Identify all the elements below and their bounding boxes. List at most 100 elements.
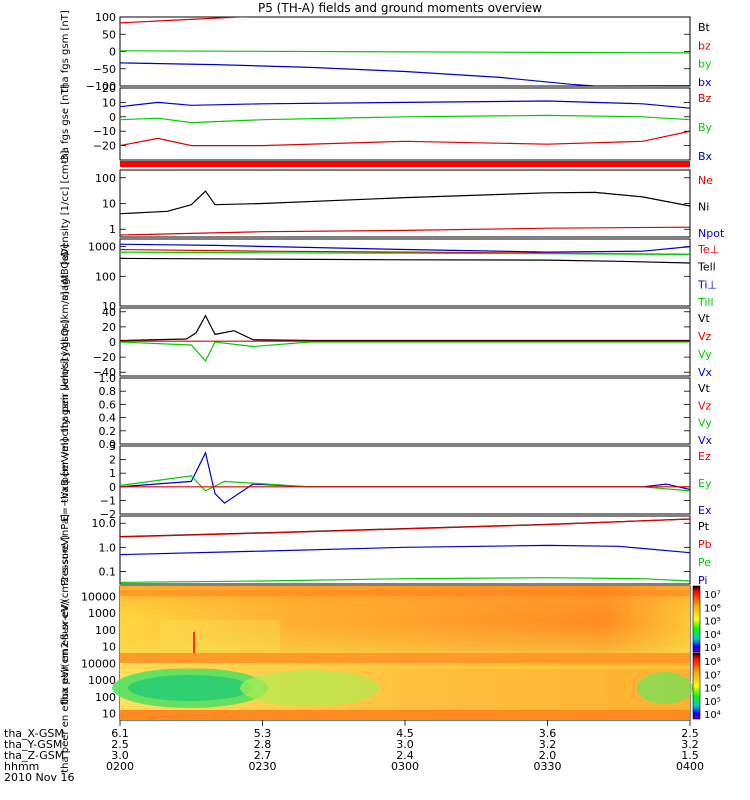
- colorbar-label: 10⁴: [704, 630, 721, 641]
- y-tick-label: 20: [102, 82, 116, 95]
- y-tick-label: 10: [102, 198, 116, 211]
- y-axis-title: tha peer en eflux eV/(cm2-s-sr-eV): [60, 600, 71, 773]
- series-line: [120, 451, 690, 504]
- red-separator-bar: [120, 161, 690, 167]
- x-tick-label: 5.3: [254, 727, 272, 740]
- series-line: [120, 50, 690, 54]
- y-tick-label: 1: [109, 467, 116, 480]
- panel-frame: [119, 377, 691, 445]
- x-tick-label: 2.7: [254, 749, 272, 762]
- y-tick-label: 0: [109, 336, 116, 349]
- y-tick-label: 0: [109, 46, 116, 59]
- x-tick-label: 1.5: [681, 749, 699, 762]
- y-axis-title: magt3 [eV]: [60, 244, 71, 301]
- y-tick-label: 50: [102, 28, 116, 41]
- series-line: [120, 341, 690, 362]
- x-tick-label: 0230: [249, 760, 277, 773]
- y-tick-label: −1: [100, 494, 116, 507]
- series-line: [120, 577, 690, 583]
- panel-temp: 1000 100 10 magt3 [eV] Te⊥ Tell Ti⊥ Till: [60, 238, 719, 313]
- y-axis-title: tha fgs gsm [nT]: [60, 10, 71, 93]
- legend-entry: bz: [698, 39, 711, 52]
- y-tick-label: 10: [102, 641, 116, 654]
- series-line: [120, 100, 690, 109]
- legend-entry: Vt: [698, 312, 711, 325]
- legend-entry: Vz: [698, 330, 712, 343]
- y-tick-label: −100: [86, 80, 116, 93]
- y-tick-label: 100: [95, 691, 116, 704]
- y-tick-label: 100: [95, 270, 116, 283]
- panel-vi: 40 20 0 −20 −40 tha peir velocity gsm [km/s] …: [60, 252, 713, 433]
- panel-frame: [119, 87, 691, 161]
- series-line: [120, 243, 690, 253]
- y-tick-label: 0.8: [99, 385, 117, 398]
- y-tick-label: 100: [95, 172, 116, 185]
- x-tick-label: 2.5: [681, 727, 699, 740]
- legend-entry: Pt: [698, 520, 710, 533]
- legend-entry: By: [698, 121, 713, 134]
- y-tick-label: 1.0: [99, 541, 117, 554]
- y-tick-label: 40: [102, 306, 116, 319]
- y-tick-label: 0.2: [99, 425, 117, 438]
- legend-entry: Vt: [698, 382, 711, 395]
- y-axis-title: Density [1/cc] [cm-3]: [60, 150, 71, 256]
- legend-entry: Bz: [698, 92, 712, 105]
- panel-frame: [119, 445, 691, 515]
- panel-pressure: 10.0 1.0 0.1 Pressure [nPa] Pt Pb Pe Pi: [60, 514, 712, 587]
- y-tick-label: 0.4: [99, 412, 117, 425]
- series-line: [120, 475, 690, 492]
- legend-entry: Vz: [698, 399, 712, 412]
- y-tick-label: −10: [93, 125, 116, 138]
- x-tick-label: 3.6: [539, 727, 557, 740]
- y-tick-label: 10: [102, 708, 116, 721]
- panel-density: 100 10 1 Density [1/cc] [cm-3] Ne Ni Npot: [60, 150, 725, 256]
- legend-entry: Bx: [698, 150, 713, 163]
- chart-title: P5 (TH-A) fields and ground moments over…: [258, 1, 542, 15]
- y-tick-label: −2: [100, 508, 116, 521]
- x-axis-row-label: tha_Z-GSM: [4, 749, 64, 762]
- y-tick-label: 0.1: [99, 565, 117, 578]
- y-tick-label: 2: [109, 454, 116, 467]
- series-line: [120, 257, 690, 264]
- electron-spectrogram-heatmap: [112, 653, 693, 720]
- y-tick-label: −50: [93, 63, 116, 76]
- y-tick-label: 1000: [88, 241, 116, 254]
- y-tick-label: 0: [109, 481, 116, 494]
- y-tick-label: 0.6: [99, 398, 117, 411]
- legend-entry: Ti⊥: [697, 278, 717, 291]
- legend-entry: Npot: [698, 227, 725, 240]
- y-tick-label: 1000: [88, 674, 116, 687]
- colorbar-label: 10⁷: [704, 670, 721, 681]
- legend-entry: bx: [698, 76, 712, 89]
- y-axis-title: tha peir en eflux eV/(cm2-s-sr-eV): [60, 535, 71, 704]
- legend-entry: Ez: [698, 450, 711, 463]
- x-tick-label: 6.1: [111, 727, 129, 740]
- legend-entry: Till: [697, 296, 714, 309]
- legend-entry: Vy: [698, 348, 712, 361]
- y-axis-title: tha peir velocity gsm [km/s] (All Qs): [60, 252, 71, 433]
- x-tick-label: 0330: [534, 760, 562, 773]
- legend-entry: Ne: [698, 174, 713, 187]
- y-tick-label: 10: [102, 300, 116, 313]
- y-tick-label: 0: [109, 111, 116, 124]
- y-axis-title: tha peer velocity gsm [km/s] (All Qs): [60, 319, 71, 503]
- series-line: [120, 62, 690, 86]
- series-line: [120, 130, 690, 147]
- y-tick-label: 100: [95, 624, 116, 637]
- x-tick-label: 0400: [676, 760, 704, 773]
- x-tick-label: 3.0: [111, 749, 129, 762]
- x-axis-row-label: tha_Y-GSM: [4, 738, 62, 751]
- legend-entry: Pb: [698, 538, 712, 551]
- y-tick-label: 20: [102, 321, 116, 334]
- colorbar-label: 10⁵: [704, 617, 721, 628]
- series-line: [120, 190, 690, 215]
- series-line: [120, 518, 690, 538]
- panel-frame: [119, 515, 691, 585]
- y-tick-label: 0.0: [99, 438, 117, 451]
- x-tick-label: 4.5: [396, 727, 414, 740]
- panel-fgl: 2010 0−10 −20 tha fgs gse [nT] Bz By Bx: [60, 82, 713, 163]
- colorbar-label: 10⁸: [704, 657, 721, 668]
- y-tick-label: 1: [109, 223, 116, 236]
- x-tick-label: 3.2: [681, 738, 699, 751]
